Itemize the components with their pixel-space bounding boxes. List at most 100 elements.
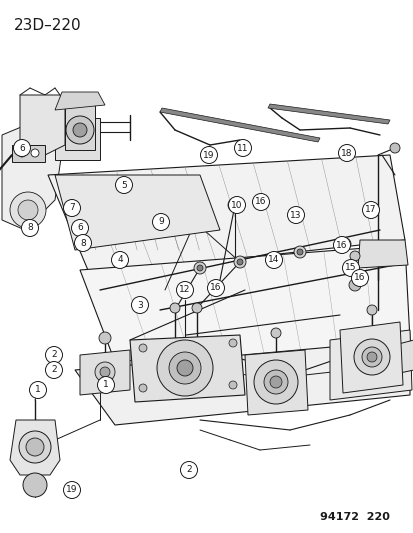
Circle shape [45,361,62,378]
Circle shape [254,360,297,404]
Circle shape [157,340,212,396]
Circle shape [18,200,38,220]
Polygon shape [48,155,404,275]
Text: 2: 2 [51,366,57,375]
Text: 6: 6 [19,143,25,152]
Text: 14: 14 [268,255,279,264]
Polygon shape [2,115,65,230]
Polygon shape [80,350,130,395]
Text: 18: 18 [340,149,352,157]
Text: 19: 19 [66,486,78,495]
Polygon shape [80,245,409,375]
Circle shape [200,147,217,164]
Circle shape [342,260,358,277]
Circle shape [207,279,224,296]
Text: 12: 12 [179,286,190,295]
Circle shape [271,328,280,338]
Circle shape [74,235,91,252]
Circle shape [293,246,305,258]
Polygon shape [10,420,60,475]
Text: 3: 3 [137,301,142,310]
Circle shape [18,149,26,157]
Polygon shape [55,118,100,160]
Polygon shape [357,240,407,268]
Text: 16: 16 [335,240,347,249]
Circle shape [389,143,399,153]
Text: 23D–220: 23D–220 [14,18,81,33]
Text: 17: 17 [364,206,376,214]
Circle shape [66,116,94,144]
Circle shape [333,237,350,254]
Circle shape [169,352,201,384]
Circle shape [26,438,44,456]
Circle shape [192,303,202,313]
Circle shape [296,249,302,255]
Circle shape [139,384,147,392]
Polygon shape [55,92,105,110]
Circle shape [228,339,236,347]
Polygon shape [244,350,307,415]
Text: 16: 16 [210,284,221,293]
Circle shape [73,123,87,137]
Text: 8: 8 [27,223,33,232]
Text: 16: 16 [255,198,266,206]
Polygon shape [12,145,45,162]
Circle shape [348,279,360,291]
Circle shape [341,241,347,247]
Circle shape [177,360,192,376]
Text: 1: 1 [35,385,41,394]
Circle shape [139,344,147,352]
Circle shape [180,462,197,479]
Circle shape [10,192,46,228]
Circle shape [194,262,206,274]
Circle shape [233,256,245,268]
Circle shape [152,214,169,230]
Polygon shape [267,104,389,124]
Circle shape [366,352,376,362]
Polygon shape [130,335,244,402]
Text: 5: 5 [121,181,126,190]
Text: 8: 8 [80,238,85,247]
Text: 10: 10 [231,200,242,209]
Circle shape [63,481,80,498]
Circle shape [115,176,132,193]
Polygon shape [374,340,413,375]
Circle shape [269,376,281,388]
Circle shape [366,305,376,315]
Circle shape [97,376,114,393]
Circle shape [362,201,379,219]
Circle shape [287,206,304,223]
Circle shape [131,296,148,313]
Circle shape [252,193,269,211]
Text: 15: 15 [344,263,356,272]
Polygon shape [159,108,319,142]
Text: 13: 13 [290,211,301,220]
Polygon shape [339,322,402,393]
Polygon shape [329,330,411,400]
Circle shape [71,220,88,237]
Polygon shape [55,175,219,250]
Circle shape [228,381,236,389]
Circle shape [349,251,359,261]
Text: 6: 6 [77,223,83,232]
Circle shape [95,362,115,382]
Circle shape [31,149,39,157]
Circle shape [338,238,350,250]
Circle shape [338,144,355,161]
Circle shape [236,259,242,265]
Circle shape [21,220,38,237]
Circle shape [170,303,180,313]
Circle shape [176,281,193,298]
Circle shape [45,346,62,364]
Text: 9: 9 [158,217,164,227]
Circle shape [99,332,111,344]
Circle shape [353,339,389,375]
Circle shape [263,370,287,394]
Text: 2: 2 [51,351,57,359]
Circle shape [23,473,47,497]
Polygon shape [75,340,409,425]
Circle shape [14,140,31,157]
Circle shape [265,252,282,269]
Circle shape [19,431,51,463]
Circle shape [111,252,128,269]
